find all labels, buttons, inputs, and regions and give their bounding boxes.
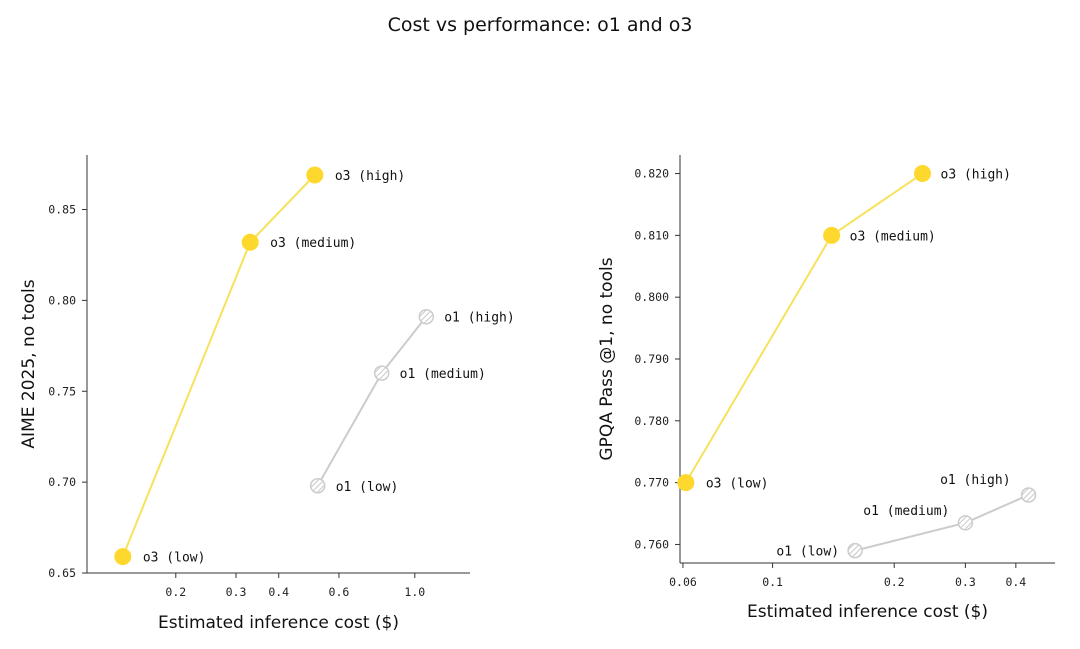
y-tick-label: 0.780 [634,414,669,428]
x-tick-label: 0.4 [1005,575,1026,589]
page-title: Cost vs performance: o1 and o3 [387,14,693,36]
series-line-o1 [316,316,427,487]
data-point-o3 [306,166,324,184]
data-label-o3: o3 (high) [941,168,1011,183]
y-tick-label: 0.75 [48,384,76,398]
y-tick-label: 0.65 [48,566,76,580]
data-label-o1: o1 (low) [776,545,839,560]
data-point-o1 [957,515,974,531]
data-label-o3: o3 (high) [335,169,405,184]
x-tick-label: 0.4 [268,585,289,599]
data-point-o1 [309,478,326,494]
series-line-o3 [684,172,924,484]
y-tick-label: 0.760 [634,537,669,551]
data-point-o1 [418,308,434,325]
x-tick-label: 0.2 [165,585,186,599]
data-point-o3 [241,233,259,251]
data-label-o3: o3 (low) [143,551,206,566]
x-axis-title: Estimated inference cost ($) [747,602,988,622]
data-point-o3 [677,474,695,492]
series-line-o3 [121,174,316,557]
x-tick-label: 0.3 [955,575,976,589]
y-tick-label: 0.70 [48,475,76,489]
y-tick-label: 0.800 [634,290,669,304]
y-tick-label: 0.820 [634,167,669,181]
data-point-o3 [914,165,932,183]
y-axis-title: GPQA Pass @1, no tools [597,257,617,460]
y-tick-label: 0.80 [48,293,76,307]
aime-chart: 0.65 0.70 0.75 0.80 0.85 0.2 0.3 0.4 0.6 1.0 Estim… [19,155,515,633]
data-point-o1 [847,542,863,559]
y-tick-label: 0.770 [634,476,669,490]
data-label-o1: o1 (high) [444,311,514,326]
y-tick-label: 0.790 [634,352,669,366]
x-tick-label: 0.06 [669,575,697,589]
data-label-o3: o3 (low) [706,477,769,492]
gpqa-chart: 0.760 0.770 0.780 0.790 0.800 0.810 0.820 0.06 0… [597,155,1055,622]
data-point-o3 [823,226,841,244]
x-tick-label: 0.2 [884,575,905,589]
data-label-o1: o1 (low) [336,480,399,495]
x-axis-title: Estimated inference cost ($) [158,613,399,633]
data-label-o3: o3 (medium) [850,229,936,244]
x-tick-label: 0.3 [226,585,247,599]
x-tick-label: 0.1 [762,575,783,589]
x-tick-label: 0.6 [329,585,350,599]
y-tick-label: 0.85 [48,203,76,217]
data-label-o3: o3 (medium) [270,236,356,251]
data-label-o1: o1 (high) [940,473,1010,488]
data-point-o1 [373,365,390,381]
x-tick-label: 1.0 [404,585,425,599]
data-point-o1 [1020,487,1037,503]
data-label-o1: o1 (medium) [400,367,486,382]
y-tick-label: 0.810 [634,228,669,242]
data-point-o3 [114,548,132,566]
y-axis-title: AIME 2025, no tools [19,279,39,448]
data-label-o1: o1 (medium) [863,504,949,519]
